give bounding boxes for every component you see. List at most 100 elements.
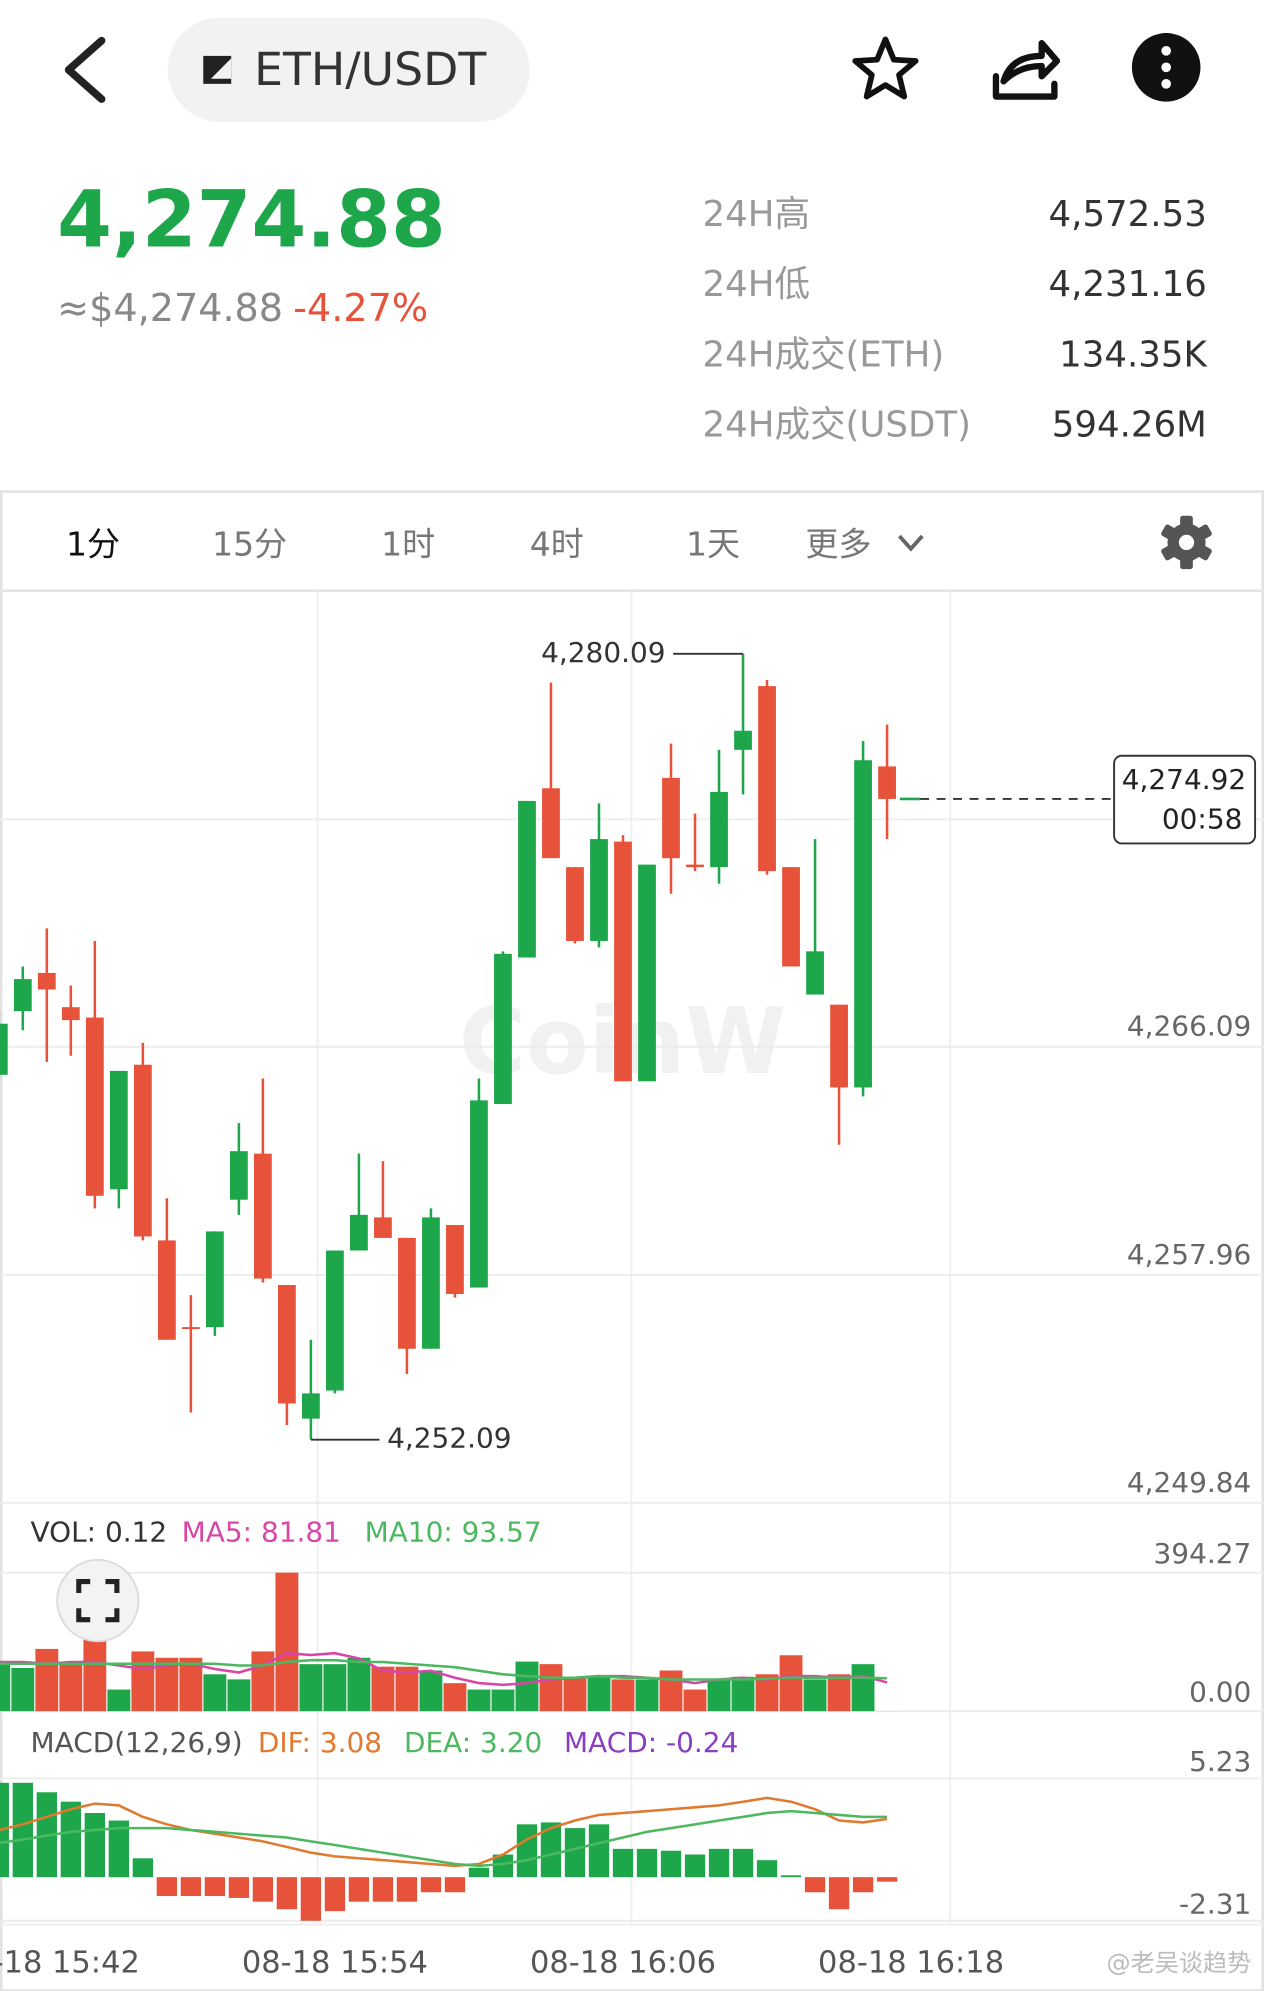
volume-bar (83, 1638, 107, 1712)
high-label: 4,280.09 (541, 636, 665, 669)
macd-bar (12, 1782, 33, 1878)
y-tick-label: 394.27 (1154, 1537, 1252, 1570)
stat-label: 24H高 (703, 194, 811, 235)
candle-body (590, 839, 608, 941)
volume-bar (299, 1664, 323, 1712)
candle-body (494, 953, 512, 1105)
volume-bar (11, 1667, 35, 1712)
y-tick-label: 0.00 (1189, 1675, 1251, 1708)
y-tick-label: 4,249.84 (1127, 1466, 1251, 1499)
macd-bar (492, 1854, 514, 1878)
candle-body (374, 1217, 392, 1238)
volume-bar (0, 1664, 11, 1712)
volume-bar (803, 1679, 827, 1712)
volume-bar (515, 1661, 539, 1712)
macd-bar (876, 1877, 898, 1882)
candle-body (398, 1237, 416, 1349)
candle-body (854, 760, 872, 1088)
last-price: 4,274.88 (57, 173, 446, 265)
interval-tab[interactable]: 1时 (381, 525, 435, 564)
watermark: @老吴谈趋势 (1107, 1949, 1252, 1977)
stat-value: 134.35K (1059, 334, 1208, 375)
volume-bar (683, 1689, 707, 1712)
legend-entry: DEA: 3.20 (404, 1726, 542, 1759)
macd-bar (276, 1877, 298, 1910)
low-label: 4,252.09 (387, 1422, 511, 1455)
x-tick-label: 08-18 15:54 (242, 1945, 428, 1980)
candle-body (806, 951, 824, 995)
candle-body (638, 864, 656, 1082)
usd-price-value: ≈$4,274.88 (57, 285, 283, 329)
candle-body (662, 777, 680, 859)
volume-bar (707, 1679, 731, 1712)
candle-body (37, 972, 56, 990)
macd-bar (804, 1877, 826, 1893)
interval-tab[interactable]: 15分 (212, 525, 287, 564)
interval-tab[interactable]: 1分 (66, 525, 120, 564)
candle-body (109, 1070, 128, 1190)
back-button[interactable] (64, 36, 106, 103)
volume-bar (347, 1657, 371, 1712)
x-tick-label: 08-18 16:06 (530, 1945, 716, 1980)
macd-bar (444, 1877, 466, 1893)
candle-body (470, 1100, 488, 1288)
ma-line (0, 1658, 888, 1681)
usd-price: ≈$4,274.88 -4.27% (57, 285, 428, 329)
candle-body (422, 1217, 440, 1349)
volume-bar (203, 1674, 227, 1712)
macd-bar (780, 1875, 802, 1878)
interval-tab[interactable]: 更多 (805, 525, 871, 564)
last-price-label: 4,274.92 (1122, 763, 1246, 796)
macd-bar (756, 1860, 778, 1878)
volume-bar (731, 1676, 755, 1712)
macd-bar (372, 1877, 394, 1902)
legend-entry: MA5: 81.81 (182, 1515, 341, 1548)
macd-line (0, 1796, 888, 1868)
candle-body (13, 979, 32, 1012)
legend-entry: MACD: -0.24 (564, 1726, 738, 1759)
volume-bar (371, 1666, 395, 1712)
macd-bar (60, 1801, 81, 1878)
volume-bar (155, 1657, 179, 1712)
interval-tab[interactable]: 4时 (530, 525, 584, 564)
macd-bar (708, 1848, 730, 1878)
macd-bar (324, 1877, 346, 1912)
volume-bar (59, 1664, 83, 1712)
favorite-button[interactable] (852, 36, 919, 100)
settings-button[interactable] (1160, 515, 1213, 570)
volume-bar (563, 1676, 587, 1712)
candle-body (205, 1231, 224, 1328)
countdown: 00:58 (1162, 803, 1243, 836)
legend-entry: MA10: 93.57 (365, 1515, 542, 1548)
volume-bar (851, 1664, 875, 1712)
price-change: -4.27% (293, 285, 428, 329)
macd-bar (84, 1813, 105, 1878)
candle-body (0, 1023, 8, 1075)
macd-bar (228, 1877, 250, 1898)
stat-label: 24H成交(USDT) (703, 405, 971, 446)
x-tick-label: 08-18 16:18 (818, 1945, 1004, 1980)
candle-body (830, 1004, 848, 1088)
pair-selector[interactable] (167, 17, 530, 122)
x-tick-label: 08-18 15:42 (0, 1945, 140, 1980)
fullscreen-button[interactable] (56, 1559, 140, 1643)
candle-body (734, 730, 752, 750)
more-dot (1161, 45, 1172, 56)
volume-bar (827, 1674, 851, 1712)
candle-body (133, 1064, 152, 1237)
candle-body (614, 841, 632, 1082)
macd-bar (180, 1877, 202, 1897)
macd-bar (636, 1848, 658, 1878)
macd-line (0, 1809, 888, 1868)
candle-body (302, 1393, 320, 1419)
interval-tab[interactable]: 1天 (686, 525, 740, 564)
stats: 24H高 4,572.53 24H低 4,231.16 24H成交(ETH) 134.35… (703, 194, 1209, 446)
y-tick-label: 5.23 (1189, 1745, 1251, 1778)
volume-bar (587, 1676, 611, 1712)
interval-tabs: 1分 15分 1时 4时 1天 更多 (66, 525, 871, 564)
candle-body (326, 1250, 344, 1391)
macd-bar (204, 1877, 226, 1897)
volume-bar (419, 1670, 443, 1712)
macd-bar (348, 1877, 370, 1902)
share-button[interactable] (992, 40, 1061, 100)
